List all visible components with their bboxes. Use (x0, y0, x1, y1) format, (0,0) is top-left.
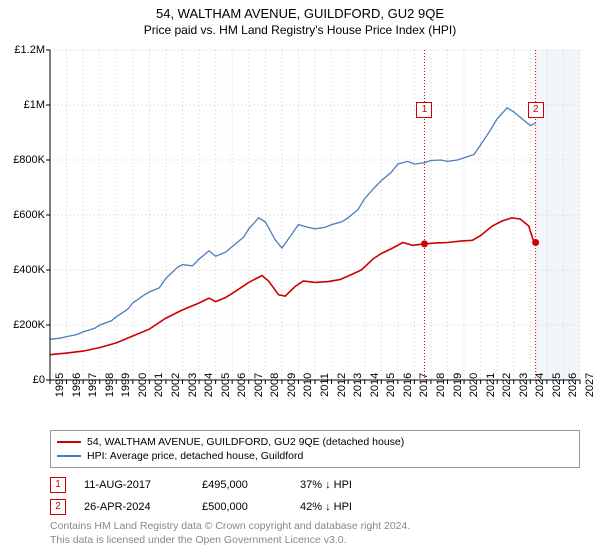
sale-row-2: 2 26-APR-2024 £500,000 42% ↓ HPI (50, 496, 580, 518)
x-tick-label: 2026 (567, 373, 579, 397)
x-tick-label: 2019 (452, 373, 464, 397)
x-tick-label: 2014 (369, 373, 381, 397)
x-tick-label: 2017 (418, 373, 430, 397)
footnote: Contains HM Land Registry data © Crown c… (50, 520, 580, 547)
x-tick-label: 2022 (501, 373, 513, 397)
x-tick-label: 2011 (319, 373, 331, 397)
legend-label-hpi: HPI: Average price, detached house, Guil… (87, 450, 303, 462)
legend: 54, WALTHAM AVENUE, GUILDFORD, GU2 9QE (… (50, 430, 580, 468)
y-tick-label: £1M (0, 99, 45, 111)
sale-price-1: £495,000 (202, 479, 282, 491)
x-tick-label: 2016 (402, 373, 414, 397)
x-tick-label: 1996 (71, 373, 83, 397)
legend-swatch-price-paid (57, 441, 81, 443)
y-tick-label: £200K (0, 319, 45, 331)
x-tick-label: 2018 (435, 373, 447, 397)
y-tick-label: £0 (0, 374, 45, 386)
y-tick-label: £800K (0, 154, 45, 166)
x-tick-label: 2024 (534, 373, 546, 397)
sale-diff-1: 37% ↓ HPI (300, 479, 390, 491)
y-tick-label: £600K (0, 209, 45, 221)
sale-marker-2: 2 (50, 499, 66, 515)
sale-rows: 1 11-AUG-2017 £495,000 37% ↓ HPI 2 26-AP… (50, 474, 580, 518)
sale-price-2: £500,000 (202, 501, 282, 513)
x-tick-label: 2013 (352, 373, 364, 397)
footnote-line-2: This data is licensed under the Open Gov… (50, 534, 580, 548)
legend-item-price-paid: 54, WALTHAM AVENUE, GUILDFORD, GU2 9QE (… (57, 435, 573, 449)
x-tick-label: 2027 (584, 373, 596, 397)
chart-container: 54, WALTHAM AVENUE, GUILDFORD, GU2 9QE P… (0, 0, 600, 560)
sale-date-2: 26-APR-2024 (84, 501, 184, 513)
legend-swatch-hpi (57, 455, 81, 457)
x-tick-label: 2008 (269, 373, 281, 397)
chart-title: 54, WALTHAM AVENUE, GUILDFORD, GU2 9QE (0, 0, 600, 21)
x-tick-label: 1998 (104, 373, 116, 397)
sale-row-1: 1 11-AUG-2017 £495,000 37% ↓ HPI (50, 474, 580, 496)
sale-diff-2: 42% ↓ HPI (300, 501, 390, 513)
x-tick-label: 1997 (87, 373, 99, 397)
x-tick-label: 2000 (137, 373, 149, 397)
x-tick-label: 2020 (468, 373, 480, 397)
plot-svg (50, 50, 580, 380)
x-tick-label: 2023 (518, 373, 530, 397)
footnote-line-1: Contains HM Land Registry data © Crown c… (50, 520, 580, 534)
x-tick-label: 2003 (187, 373, 199, 397)
sale-marker-box: 1 (416, 102, 432, 118)
x-tick-label: 2021 (485, 373, 497, 397)
x-tick-label: 2009 (286, 373, 298, 397)
y-tick-label: £400K (0, 264, 45, 276)
x-tick-label: 2005 (220, 373, 232, 397)
x-tick-label: 2010 (302, 373, 314, 397)
x-tick-label: 2007 (253, 373, 265, 397)
x-tick-label: 1999 (120, 373, 132, 397)
chart-subtitle: Price paid vs. HM Land Registry's House … (0, 21, 600, 37)
x-tick-label: 1995 (54, 373, 66, 397)
x-tick-label: 2002 (170, 373, 182, 397)
sale-marker-box: 2 (528, 102, 544, 118)
x-tick-label: 2012 (336, 373, 348, 397)
legend-item-hpi: HPI: Average price, detached house, Guil… (57, 449, 573, 463)
x-tick-label: 2001 (153, 373, 165, 397)
y-tick-label: £1.2M (0, 44, 45, 56)
legend-label-price-paid: 54, WALTHAM AVENUE, GUILDFORD, GU2 9QE (… (87, 436, 404, 448)
x-tick-label: 2006 (236, 373, 248, 397)
sale-marker-1: 1 (50, 477, 66, 493)
x-tick-label: 2015 (385, 373, 397, 397)
sale-date-1: 11-AUG-2017 (84, 479, 184, 491)
x-tick-label: 2004 (203, 373, 215, 397)
plot-area (50, 50, 580, 380)
x-tick-label: 2025 (551, 373, 563, 397)
